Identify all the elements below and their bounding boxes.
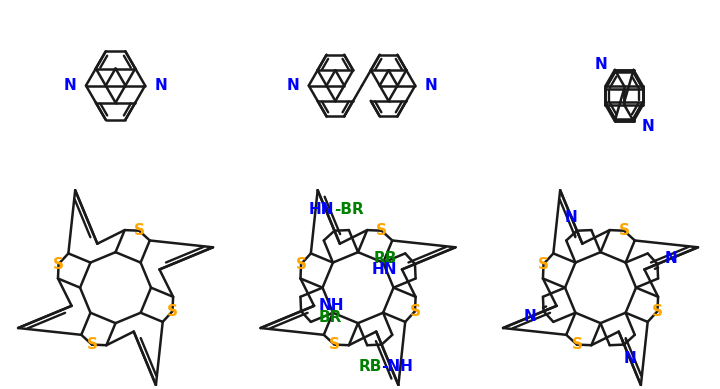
Text: N: N	[425, 78, 438, 93]
Text: S: S	[410, 304, 420, 319]
Text: NH: NH	[319, 298, 344, 313]
Text: -BR: -BR	[335, 202, 364, 217]
Text: N: N	[63, 78, 76, 93]
Text: HN: HN	[309, 202, 335, 217]
Text: S: S	[134, 223, 145, 238]
Text: N: N	[565, 210, 577, 224]
Text: HN: HN	[372, 263, 397, 277]
Text: S: S	[618, 223, 629, 238]
Text: S: S	[329, 337, 340, 352]
Text: N: N	[594, 57, 607, 72]
Text: S: S	[572, 337, 582, 352]
Text: S: S	[538, 257, 549, 272]
Text: S: S	[53, 257, 64, 272]
Text: N: N	[286, 78, 299, 93]
Text: S: S	[86, 337, 97, 352]
Text: BR: BR	[319, 310, 342, 325]
Text: N: N	[523, 309, 536, 324]
Text: N: N	[642, 119, 654, 134]
Text: RB: RB	[374, 251, 397, 266]
Text: RB: RB	[359, 359, 382, 374]
Text: N: N	[155, 78, 168, 93]
Text: S: S	[167, 304, 178, 319]
Text: S: S	[376, 223, 387, 238]
Text: S: S	[296, 257, 307, 272]
Text: N: N	[665, 251, 678, 266]
Text: -NH: -NH	[382, 359, 413, 374]
Text: S: S	[652, 304, 663, 319]
Text: N: N	[624, 351, 636, 366]
